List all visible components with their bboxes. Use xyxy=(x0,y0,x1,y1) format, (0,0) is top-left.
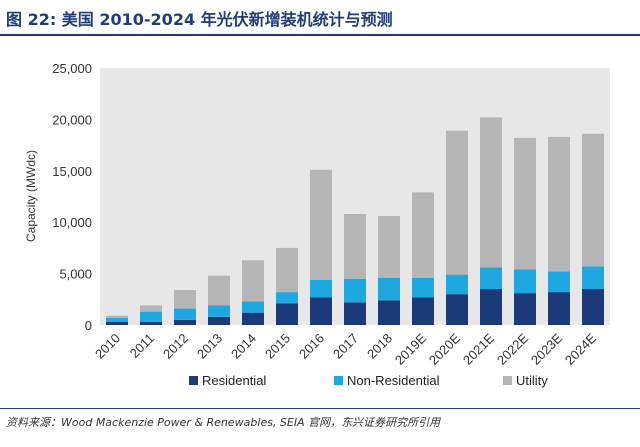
x-tick-label: 2019E xyxy=(392,330,429,367)
legend: Residential Non-Residential Utility xyxy=(189,373,548,388)
bar-residential xyxy=(582,289,604,325)
bar-utility xyxy=(106,315,128,318)
x-tick-label: 2012 xyxy=(160,331,191,362)
x-tick-label: 2016 xyxy=(296,331,327,362)
bar-residential xyxy=(140,321,162,325)
bar-utility xyxy=(242,260,264,302)
x-tick-label: 2015 xyxy=(262,331,293,362)
figure-title: 图 22: 美国 2010-2024 年光伏新增装机统计与预测 xyxy=(6,10,393,29)
legend-residential-label: Residential xyxy=(202,373,266,388)
bar-residential xyxy=(446,294,468,325)
legend-utility-label: Utility xyxy=(516,373,548,388)
y-tick-label: 5,000 xyxy=(59,267,92,282)
bar-non-residential xyxy=(514,269,536,294)
x-tick-label: 2011 xyxy=(127,331,157,361)
bar-utility xyxy=(514,137,536,270)
y-tick-label: 10,000 xyxy=(52,215,92,230)
legend-utility-swatch xyxy=(503,376,512,385)
bar-utility xyxy=(548,136,570,272)
source-divider xyxy=(0,408,640,409)
y-tick-label: 15,000 xyxy=(52,164,92,179)
y-tick-label: 25,000 xyxy=(52,61,92,76)
bar-residential xyxy=(174,319,196,325)
bar-non-residential xyxy=(446,274,468,295)
bar-residential xyxy=(412,297,434,325)
bar-utility xyxy=(174,290,196,309)
bar-utility xyxy=(344,213,366,279)
bar-residential xyxy=(106,321,128,325)
bar-non-residential xyxy=(344,278,366,303)
x-tick-label: 2013 xyxy=(194,331,225,362)
bar-residential xyxy=(344,302,366,325)
bar-utility xyxy=(208,275,230,306)
bar-non-residential xyxy=(242,301,264,313)
bar-residential xyxy=(514,293,536,325)
bar-residential xyxy=(480,289,502,325)
y-tick-label: 20,000 xyxy=(52,112,92,127)
x-tick-label: 2017 xyxy=(330,331,361,362)
x-tick-label: 2023E xyxy=(528,330,565,367)
x-tick-label: 2014 xyxy=(228,331,259,362)
bar-utility xyxy=(276,247,298,293)
x-tick-label: 2018 xyxy=(364,331,395,362)
bar-utility xyxy=(412,192,434,278)
legend-non-residential-swatch xyxy=(334,376,343,385)
source-note: 资料来源：Wood Mackenzie Power & Renewables, … xyxy=(6,416,441,429)
bar-residential xyxy=(242,312,264,325)
bar-utility xyxy=(140,305,162,312)
x-tick-label: 2010 xyxy=(92,331,123,362)
bar-residential xyxy=(548,292,570,325)
bar-non-residential xyxy=(582,266,604,290)
bar-non-residential xyxy=(378,277,400,301)
legend-residential-swatch xyxy=(189,376,198,385)
bar-non-residential xyxy=(174,308,196,320)
bar-residential xyxy=(310,297,332,325)
bar-residential xyxy=(276,303,298,325)
title-divider xyxy=(0,34,640,36)
bar-non-residential xyxy=(276,292,298,304)
bar-non-residential xyxy=(208,305,230,317)
bar-non-residential xyxy=(480,267,502,290)
bar-non-residential xyxy=(106,317,128,322)
bar-residential xyxy=(208,316,230,325)
bar-non-residential xyxy=(548,271,570,293)
y-axis-label: Capacity (MWdc) xyxy=(24,150,38,242)
bar-non-residential xyxy=(140,311,162,322)
y-tick-label: 0 xyxy=(85,318,92,333)
x-tick-label: 2022E xyxy=(494,330,531,367)
bar-utility xyxy=(582,133,604,267)
bar-utility xyxy=(310,169,332,280)
bar-non-residential xyxy=(310,279,332,298)
bar-non-residential xyxy=(412,277,434,298)
x-tick-label: 2021E xyxy=(460,330,497,367)
bar-utility xyxy=(378,216,400,278)
bar-utility xyxy=(446,130,468,275)
legend-non-residential-label: Non-Residential xyxy=(347,373,440,388)
x-tick-label: 2020E xyxy=(426,330,463,367)
x-tick-label: 2024E xyxy=(562,330,599,367)
bar-utility xyxy=(480,117,502,268)
bar-residential xyxy=(378,300,400,325)
